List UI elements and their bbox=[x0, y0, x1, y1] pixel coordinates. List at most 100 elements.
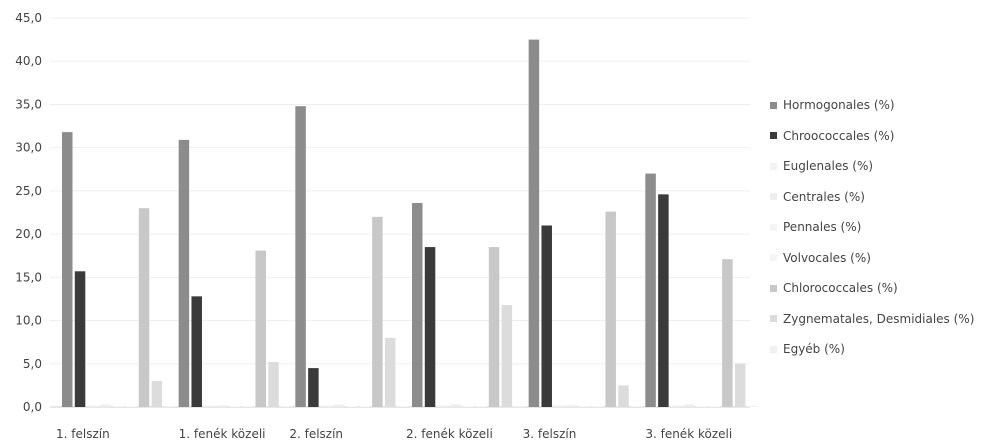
y-tick-label: 45,0 bbox=[15, 11, 42, 25]
bar bbox=[295, 106, 306, 407]
bar bbox=[126, 406, 137, 407]
bar bbox=[592, 406, 604, 407]
legend-label: Zygnematales, Desmidiales (%) bbox=[783, 311, 975, 326]
bar bbox=[631, 406, 642, 407]
bar bbox=[74, 271, 86, 407]
y-tick-label: 0,0 bbox=[23, 400, 42, 414]
y-tick-label: 35,0 bbox=[15, 97, 42, 111]
bar bbox=[734, 363, 746, 407]
legend: Hormogonales (%) Chroococcales (%) Euglena… bbox=[770, 90, 974, 365]
legend-item: Chroococcales (%) bbox=[770, 121, 974, 152]
bar bbox=[359, 406, 370, 407]
legend-swatch bbox=[770, 101, 777, 109]
y-axis: 0,0 5,0 10,0 15,0 20,0 25,0 30,0 35,0 40,0 45,0 bbox=[15, 11, 42, 414]
y-tick-label: 15,0 bbox=[15, 270, 42, 284]
y-tick-label: 5,0 bbox=[23, 357, 42, 371]
bar bbox=[670, 405, 682, 407]
bar bbox=[658, 194, 669, 407]
bar bbox=[747, 406, 759, 407]
y-tick-label: 20,0 bbox=[15, 227, 42, 241]
bar bbox=[204, 405, 215, 407]
bar bbox=[178, 139, 190, 408]
bar bbox=[437, 405, 449, 407]
bar bbox=[514, 406, 525, 407]
legend-swatch bbox=[770, 132, 777, 140]
bar bbox=[217, 405, 228, 407]
legend-label: Euglenales (%) bbox=[783, 159, 874, 174]
legend-label: Volvocales (%) bbox=[783, 250, 871, 265]
legend-item: Egyéb (%) bbox=[770, 334, 974, 365]
legend-swatch bbox=[770, 345, 777, 353]
x-tick-label: 2. fenék közeli bbox=[406, 427, 493, 441]
bar bbox=[696, 406, 708, 407]
bar bbox=[372, 216, 383, 407]
gridlines bbox=[50, 17, 750, 408]
legend-label: Egyéb (%) bbox=[783, 342, 845, 357]
legend-swatch bbox=[770, 193, 777, 201]
bar bbox=[605, 211, 616, 407]
bar bbox=[424, 247, 436, 407]
bar bbox=[554, 405, 565, 407]
bar bbox=[567, 405, 578, 407]
legend-label: Chlorococcales (%) bbox=[783, 281, 898, 296]
bar bbox=[242, 406, 254, 407]
bar bbox=[618, 385, 629, 407]
y-tick-label: 30,0 bbox=[15, 141, 42, 155]
legend-label: Pennales (%) bbox=[783, 220, 862, 235]
category-axis: 1. felszín 1. fenék közeli 2. felszín 2. fe… bbox=[56, 427, 732, 441]
bar bbox=[229, 406, 241, 407]
x-tick-label: 3. felszín bbox=[523, 427, 577, 441]
bar bbox=[320, 405, 332, 407]
bars bbox=[62, 39, 759, 408]
legend-label: Chroococcales (%) bbox=[783, 128, 895, 143]
bar bbox=[164, 406, 175, 407]
legend-swatch bbox=[770, 162, 777, 170]
legend-item: Zygnematales, Desmidiales (%) bbox=[770, 304, 974, 335]
bar bbox=[281, 406, 292, 407]
y-tick-label: 25,0 bbox=[15, 184, 42, 198]
bar bbox=[501, 304, 513, 407]
legend-label: Centrales (%) bbox=[783, 189, 865, 204]
bar bbox=[397, 406, 409, 407]
bar bbox=[308, 368, 319, 407]
legend-label: Hormogonales (%) bbox=[783, 98, 895, 113]
bar bbox=[476, 406, 487, 407]
x-tick-label: 3. fenék közeli bbox=[645, 427, 732, 441]
bar bbox=[463, 406, 474, 407]
legend-item: Pennales (%) bbox=[770, 212, 974, 243]
bar bbox=[579, 406, 591, 407]
x-tick-label: 2. felszín bbox=[289, 427, 343, 441]
bar bbox=[541, 225, 552, 407]
y-tick-label: 10,0 bbox=[15, 314, 42, 328]
bar bbox=[151, 381, 163, 407]
legend-item: Volvocales (%) bbox=[770, 243, 974, 274]
bar bbox=[62, 132, 73, 407]
legend-item: Euglenales (%) bbox=[770, 151, 974, 182]
bar bbox=[333, 404, 345, 407]
bar bbox=[683, 404, 695, 407]
bar bbox=[709, 406, 720, 407]
bar bbox=[255, 250, 266, 407]
bar bbox=[191, 296, 202, 407]
bar bbox=[384, 337, 396, 407]
bar bbox=[113, 406, 124, 407]
legend-swatch bbox=[770, 315, 777, 323]
bar bbox=[346, 406, 358, 407]
bar bbox=[268, 362, 279, 407]
legend-item: Centrales (%) bbox=[770, 182, 974, 213]
bar bbox=[138, 208, 150, 407]
bar bbox=[412, 202, 423, 407]
legend-item: Chlorococcales (%) bbox=[770, 273, 974, 304]
bar bbox=[722, 259, 733, 407]
legend-item: Hormogonales (%) bbox=[770, 90, 974, 121]
y-tick-label: 40,0 bbox=[15, 54, 42, 68]
legend-swatch bbox=[770, 223, 777, 231]
x-tick-label: 1. felszín bbox=[56, 427, 110, 441]
bar bbox=[87, 405, 99, 407]
bar bbox=[450, 404, 461, 407]
legend-swatch bbox=[770, 254, 777, 262]
bar bbox=[645, 173, 656, 407]
bar bbox=[528, 39, 540, 407]
bar bbox=[100, 404, 111, 407]
